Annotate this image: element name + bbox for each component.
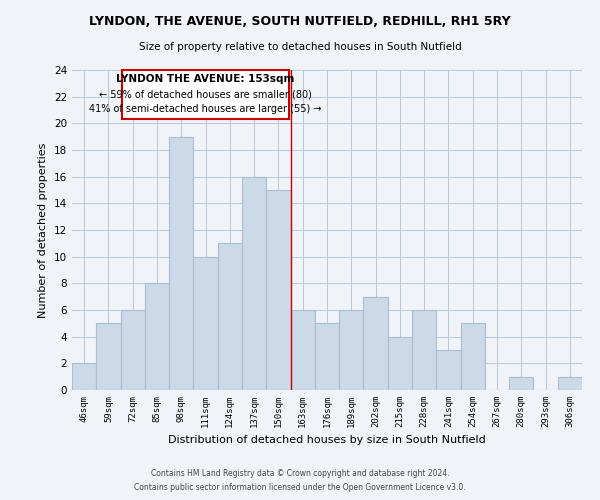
Bar — [364, 296, 388, 390]
Bar — [315, 324, 339, 390]
Text: 41% of semi-detached houses are larger (55) →: 41% of semi-detached houses are larger (… — [89, 104, 322, 115]
FancyBboxPatch shape — [122, 70, 289, 119]
Bar — [461, 324, 485, 390]
Text: Contains public sector information licensed under the Open Government Licence v3: Contains public sector information licen… — [134, 484, 466, 492]
Bar — [193, 256, 218, 390]
Bar — [145, 284, 169, 390]
Bar — [509, 376, 533, 390]
Bar — [388, 336, 412, 390]
Bar — [290, 310, 315, 390]
Bar — [218, 244, 242, 390]
Bar — [96, 324, 121, 390]
Bar — [558, 376, 582, 390]
Y-axis label: Number of detached properties: Number of detached properties — [38, 142, 49, 318]
Text: ← 59% of detached houses are smaller (80): ← 59% of detached houses are smaller (80… — [99, 90, 312, 100]
X-axis label: Distribution of detached houses by size in South Nutfield: Distribution of detached houses by size … — [168, 436, 486, 446]
Bar — [266, 190, 290, 390]
Bar — [339, 310, 364, 390]
Bar — [121, 310, 145, 390]
Bar — [169, 136, 193, 390]
Text: LYNDON THE AVENUE: 153sqm: LYNDON THE AVENUE: 153sqm — [116, 74, 295, 84]
Text: LYNDON, THE AVENUE, SOUTH NUTFIELD, REDHILL, RH1 5RY: LYNDON, THE AVENUE, SOUTH NUTFIELD, REDH… — [89, 15, 511, 28]
Bar — [412, 310, 436, 390]
Text: Size of property relative to detached houses in South Nutfield: Size of property relative to detached ho… — [139, 42, 461, 52]
Bar — [242, 176, 266, 390]
Text: Contains HM Land Registry data © Crown copyright and database right 2024.: Contains HM Land Registry data © Crown c… — [151, 468, 449, 477]
Bar — [436, 350, 461, 390]
Bar — [72, 364, 96, 390]
